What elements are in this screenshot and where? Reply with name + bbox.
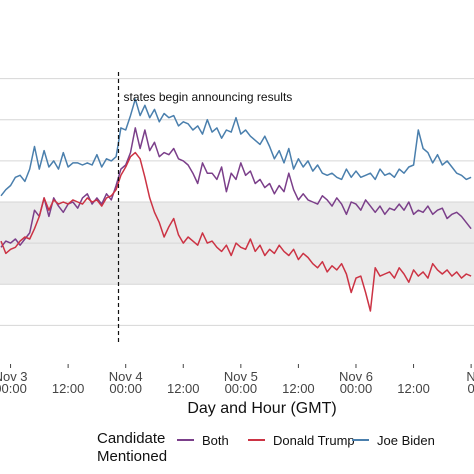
- series-line-0: [0, 127, 472, 248]
- series-line-2: [0, 98, 472, 197]
- x-tick-label: Nov 4: [109, 369, 143, 384]
- legend-label-1: Donald Trump: [273, 433, 355, 448]
- x-tick-label: Nov 3: [0, 369, 28, 384]
- x-tick-label: 00:00: [0, 381, 27, 396]
- x-tick-label: 00:00: [340, 381, 373, 396]
- annotation: states begin announcing results: [117, 72, 293, 342]
- x-tick-label: 12:00: [52, 381, 85, 396]
- x-tick-label: N: [466, 369, 474, 384]
- annotation-label: states begin announcing results: [124, 90, 293, 104]
- series-line-1: [0, 151, 472, 312]
- legend-label-2: Joe Biden: [377, 433, 435, 448]
- x-tick-label: 12:00: [167, 381, 200, 396]
- x-tick-label: 00:00: [109, 381, 142, 396]
- legend-title: Mentioned: [97, 448, 167, 465]
- series-lines: [0, 98, 472, 312]
- legend-title: Candidate: [97, 430, 165, 447]
- x-tick-label: 00:00: [225, 381, 258, 396]
- x-tick-label: 12:00: [397, 381, 430, 396]
- x-axis-title: Day and Hour (GMT): [187, 400, 336, 417]
- x-tick-label: 12:00: [282, 381, 315, 396]
- x-tick-label: 0: [468, 381, 474, 396]
- legend-label-0: Both: [202, 433, 229, 448]
- x-tick-label: Nov 6: [339, 369, 373, 384]
- x-tick-label: Nov 5: [224, 369, 258, 384]
